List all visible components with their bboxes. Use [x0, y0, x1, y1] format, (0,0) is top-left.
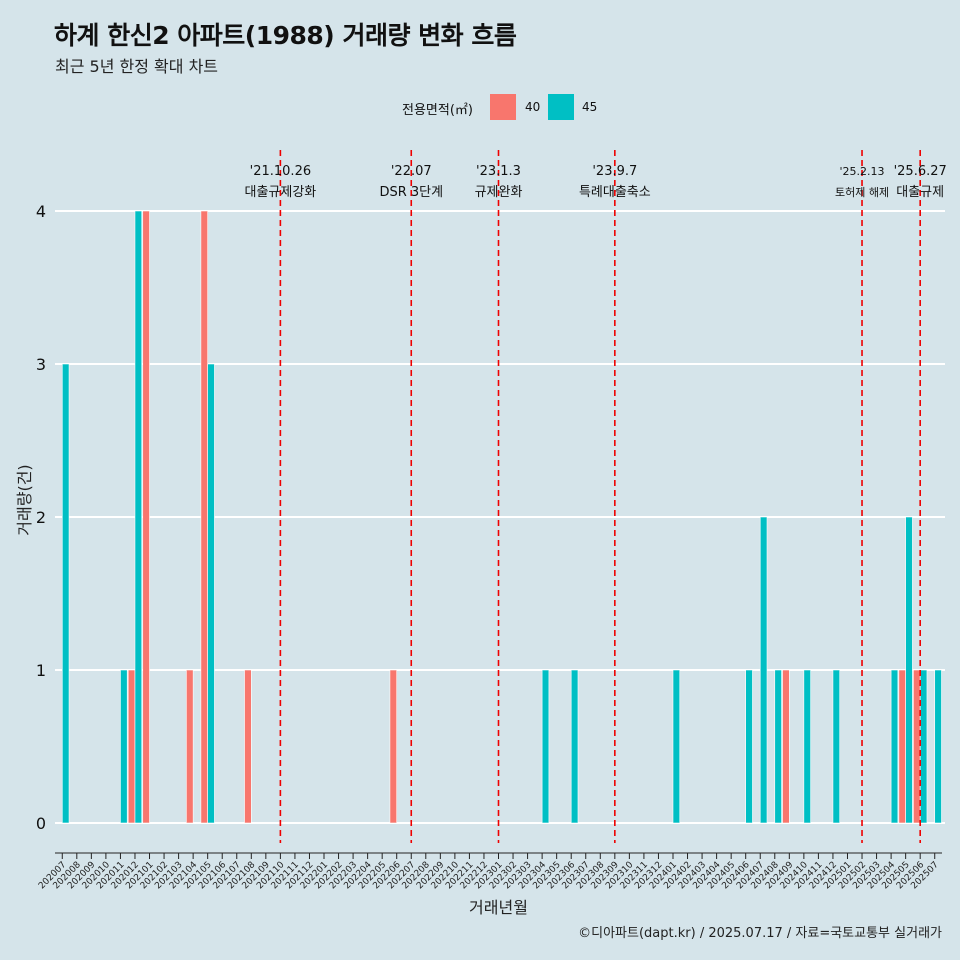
- bar-40-202105: [200, 210, 208, 824]
- bar-45-202401: [672, 669, 681, 824]
- event-date-label: '21.10.26: [250, 164, 311, 179]
- bar-45-202505: [905, 516, 913, 824]
- y-tick-label: 1: [36, 661, 46, 680]
- y-tick-label: 0: [36, 814, 46, 833]
- bar-40-202012: [127, 669, 136, 824]
- bar-40-202206: [389, 669, 398, 824]
- event-date-label: '23.9.7: [592, 164, 637, 179]
- event-text-label: DSR 3단계: [379, 185, 443, 200]
- bar-45-202506: [919, 669, 928, 824]
- bar-40-202505: [898, 669, 906, 824]
- bar-45-202011: [120, 669, 128, 824]
- y-axis-title: 거래량(건): [15, 464, 34, 535]
- bar-45-202012: [134, 210, 143, 824]
- bar-45-202304: [541, 669, 550, 824]
- bar-45-202407: [759, 516, 768, 824]
- event-date-label: '23.1.3: [476, 164, 521, 179]
- legend-key-40: [490, 94, 516, 120]
- event-text-label: 대출규제: [896, 185, 944, 200]
- bar-40-202506: [913, 669, 921, 824]
- legend-title: 전용면적(㎡): [402, 103, 473, 118]
- event-date-label: '22.07: [391, 164, 432, 179]
- bar-45-202410: [803, 669, 811, 824]
- y-tick-label: 2: [36, 508, 46, 527]
- event-text-label: 대출규제강화: [245, 185, 317, 200]
- bar-40-202101: [142, 210, 150, 824]
- caption: ©디아파트(dapt.kr) / 2025.07.17 / 자료=국토교통부 실…: [578, 926, 942, 941]
- legend-label-45: 45: [582, 100, 598, 114]
- y-tick-label: 4: [36, 202, 46, 221]
- bar-45-202408: [774, 669, 782, 824]
- bar-45-202507: [934, 669, 942, 824]
- event-date-label: '25.6.27: [894, 164, 947, 179]
- y-tick-label: 3: [36, 355, 46, 374]
- chart-subtitle: 최근 5년 한정 확대 차트: [55, 57, 219, 76]
- event-date-label: '25.2.13: [840, 165, 885, 178]
- event-text-label: 규제완화: [475, 185, 523, 200]
- bar-45-202306: [570, 669, 579, 824]
- bar-40-202108: [244, 669, 252, 824]
- legend: 전용면적(㎡) 40 45: [0, 92, 960, 122]
- x-axis-title: 거래년월: [469, 898, 528, 917]
- bar-45-202504: [890, 669, 899, 824]
- bar-45-202412: [832, 669, 841, 824]
- bar-40-202104: [186, 669, 194, 824]
- event-text-label: 특례대출축소: [579, 185, 651, 200]
- legend-key-45: [548, 94, 574, 120]
- bar-45-202105: [207, 363, 215, 824]
- bar-40-202409: [782, 669, 790, 824]
- legend-label-40: 40: [525, 100, 541, 114]
- event-text-label: 토허제 해제: [835, 185, 889, 199]
- bar-45-202406: [745, 669, 753, 824]
- bar-45-202007: [61, 363, 70, 824]
- chart-title: 하계 한신2 아파트(1988) 거래량 변화 흐름: [54, 21, 517, 50]
